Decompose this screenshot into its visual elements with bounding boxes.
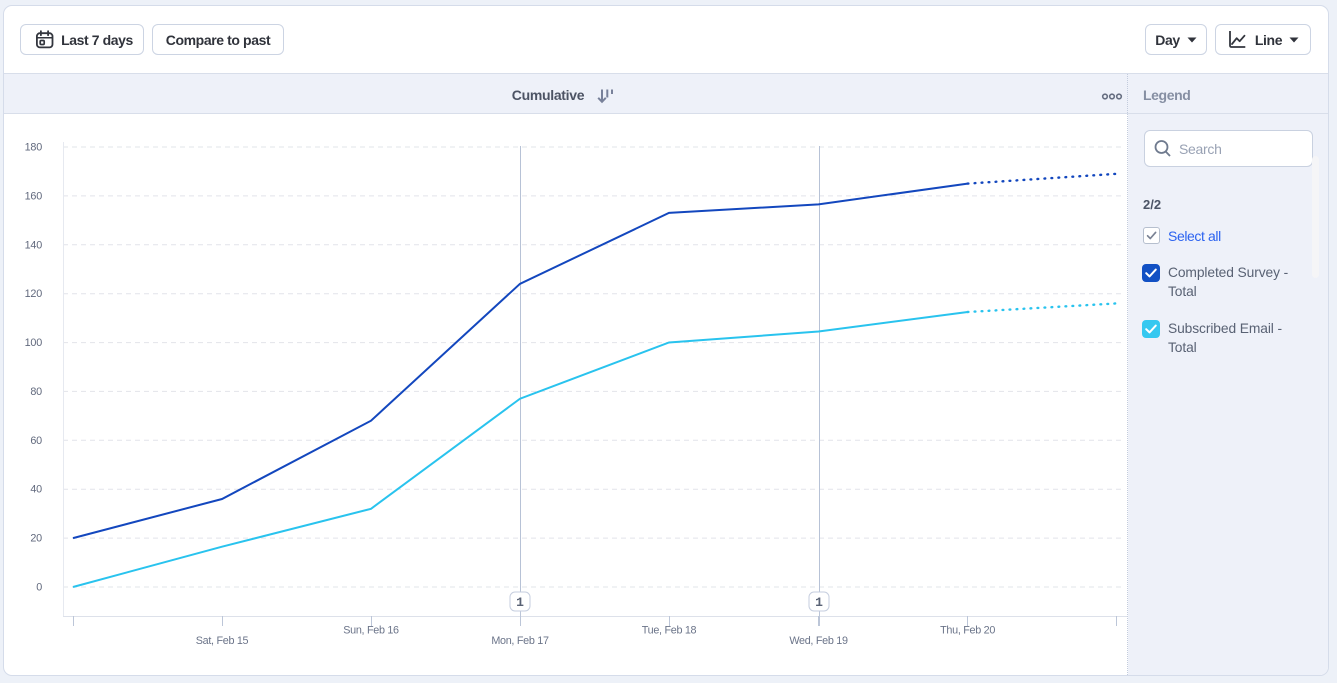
svg-text:40: 40	[30, 484, 42, 496]
svg-text:1: 1	[815, 595, 823, 610]
svg-text:1: 1	[516, 595, 524, 610]
svg-text:100: 100	[25, 337, 43, 349]
svg-text:20: 20	[30, 533, 42, 545]
svg-text:60: 60	[30, 435, 42, 447]
svg-text:Sat, Feb 15: Sat, Feb 15	[196, 635, 249, 647]
svg-text:Sun, Feb 16: Sun, Feb 16	[343, 625, 399, 637]
svg-text:0: 0	[36, 582, 42, 594]
svg-text:160: 160	[25, 190, 43, 202]
svg-text:140: 140	[25, 239, 43, 251]
svg-text:120: 120	[25, 288, 43, 300]
svg-text:80: 80	[30, 386, 42, 398]
svg-text:Thu, Feb 20: Thu, Feb 20	[940, 625, 995, 637]
svg-text:Wed, Feb 19: Wed, Feb 19	[789, 635, 848, 647]
svg-text:180: 180	[25, 142, 43, 154]
svg-text:Mon, Feb 17: Mon, Feb 17	[491, 635, 549, 647]
svg-text:Tue, Feb 18: Tue, Feb 18	[642, 625, 697, 637]
